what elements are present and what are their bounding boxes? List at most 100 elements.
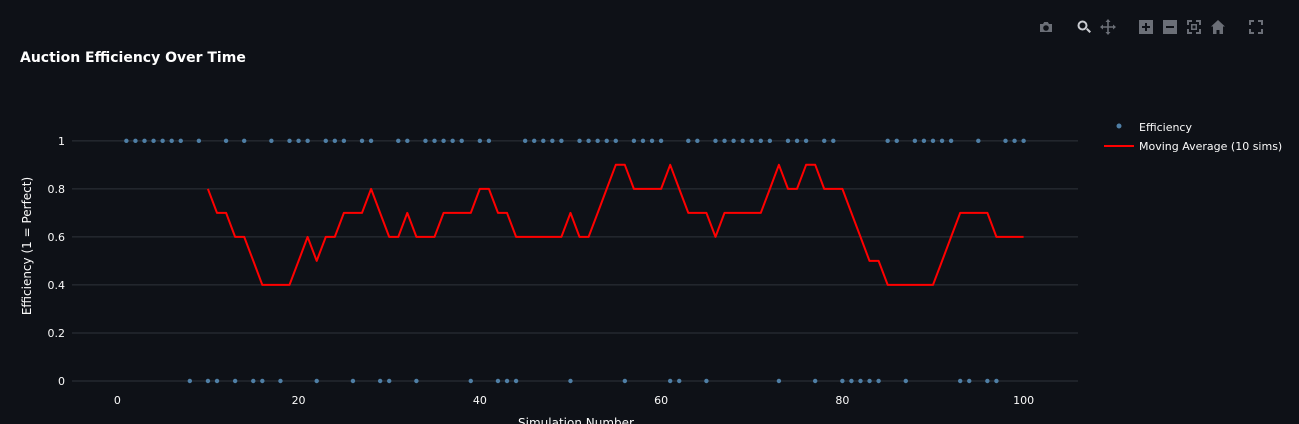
efficiency-point [332, 138, 338, 144]
x-axis-title: Simulation Number [518, 416, 634, 424]
efficiency-point [477, 138, 483, 144]
efficiency-point [196, 138, 202, 144]
efficiency-point [640, 138, 646, 144]
efficiency-point [967, 378, 972, 384]
efficiency-point [812, 378, 818, 384]
efficiency-point [1003, 138, 1008, 144]
efficiency-point [323, 138, 328, 144]
efficiency-point [214, 378, 220, 384]
y-tick-label: 0.2 [48, 327, 66, 340]
efficiency-point [976, 138, 981, 144]
efficiency-point [468, 378, 473, 384]
reset-axes-icon[interactable] [1209, 18, 1227, 36]
y-tick-label: 0.4 [48, 279, 66, 292]
x-tick-label: 40 [473, 394, 487, 407]
efficiency-point [568, 378, 573, 384]
x-tick-label: 0 [114, 394, 121, 407]
efficiency-point [387, 378, 392, 384]
efficiency-point [450, 138, 455, 144]
efficiency-point [604, 138, 609, 144]
efficiency-point [658, 138, 664, 144]
efficiency-point [350, 378, 356, 384]
efficiency-point [822, 138, 827, 144]
efficiency-point [414, 378, 419, 384]
efficiency-point [740, 138, 745, 144]
efficiency-point [169, 138, 174, 144]
efficiency-point [133, 138, 138, 144]
efficiency-point [667, 378, 673, 384]
efficiency-point [405, 138, 410, 144]
legend-marker-efficiency [1116, 123, 1122, 129]
efficiency-point [858, 378, 863, 384]
efficiency-point [894, 138, 899, 144]
zoom-out-icon[interactable] [1161, 18, 1179, 36]
efficiency-point [595, 138, 600, 144]
efficiency-point [613, 138, 618, 144]
efficiency-point [677, 378, 682, 384]
x-tick-label: 60 [654, 394, 668, 407]
efficiency-point [287, 138, 292, 144]
efficiency-point [686, 138, 691, 144]
x-tick-label: 100 [1013, 394, 1034, 407]
efficiency-point [713, 138, 718, 144]
pan-icon[interactable] [1099, 18, 1117, 36]
y-tick-label: 0 [58, 375, 65, 388]
efficiency-point [776, 378, 782, 384]
moving-average-line [206, 163, 1024, 286]
efficiency-point [939, 138, 945, 144]
legend: Efficiency Moving Average (10 sims) [1104, 121, 1282, 153]
efficiency-point [885, 138, 890, 144]
efficiency-point [260, 378, 265, 384]
efficiency-point [187, 378, 193, 384]
efficiency-point [305, 138, 310, 144]
zoom-in-icon[interactable] [1137, 18, 1155, 36]
efficiency-point [840, 378, 845, 384]
efficiency-point [550, 138, 555, 144]
efficiency-point [241, 138, 247, 144]
efficiency-point [749, 138, 754, 144]
efficiency-point [867, 378, 872, 384]
efficiency-point [577, 138, 582, 144]
efficiency-point [921, 138, 927, 144]
legend-label-efficiency: Efficiency [1139, 121, 1192, 134]
zoom-icon[interactable] [1075, 18, 1093, 36]
efficiency-point [794, 138, 800, 144]
efficiency-point [731, 138, 736, 144]
efficiency-point [559, 138, 564, 144]
efficiency-point [831, 138, 836, 144]
efficiency-point [377, 378, 383, 384]
autoscale-icon[interactable] [1185, 18, 1203, 36]
efficiency-point [994, 378, 999, 384]
fullscreen-icon[interactable] [1247, 18, 1265, 36]
y-tick-label: 0.8 [48, 183, 66, 196]
efficiency-point [495, 378, 501, 384]
efficiency-point [758, 138, 763, 144]
efficiency-point [359, 138, 365, 144]
efficiency-point [368, 138, 374, 144]
camera-icon[interactable] [1037, 18, 1055, 36]
efficiency-point [178, 138, 183, 144]
efficiency-point [504, 378, 510, 384]
efficiency-point [912, 138, 918, 144]
efficiency-point [459, 138, 464, 144]
modebar [1037, 18, 1265, 36]
efficiency-point [441, 138, 446, 144]
efficiency-point [704, 378, 709, 384]
efficiency-point [903, 378, 909, 384]
efficiency-point [1021, 138, 1026, 144]
efficiency-point [432, 138, 437, 144]
efficiency-point [649, 138, 655, 144]
efficiency-point [849, 378, 854, 384]
efficiency-point [314, 378, 319, 384]
efficiency-point [1012, 138, 1017, 144]
efficiency-point [948, 138, 954, 144]
y-tick-label: 1 [58, 135, 65, 148]
efficiency-point [522, 138, 528, 144]
efficiency-point [767, 138, 773, 144]
efficiency-point [205, 378, 211, 384]
efficiency-point [541, 138, 546, 144]
efficiency-point [695, 138, 700, 144]
y-tick-label: 0.6 [48, 231, 66, 244]
